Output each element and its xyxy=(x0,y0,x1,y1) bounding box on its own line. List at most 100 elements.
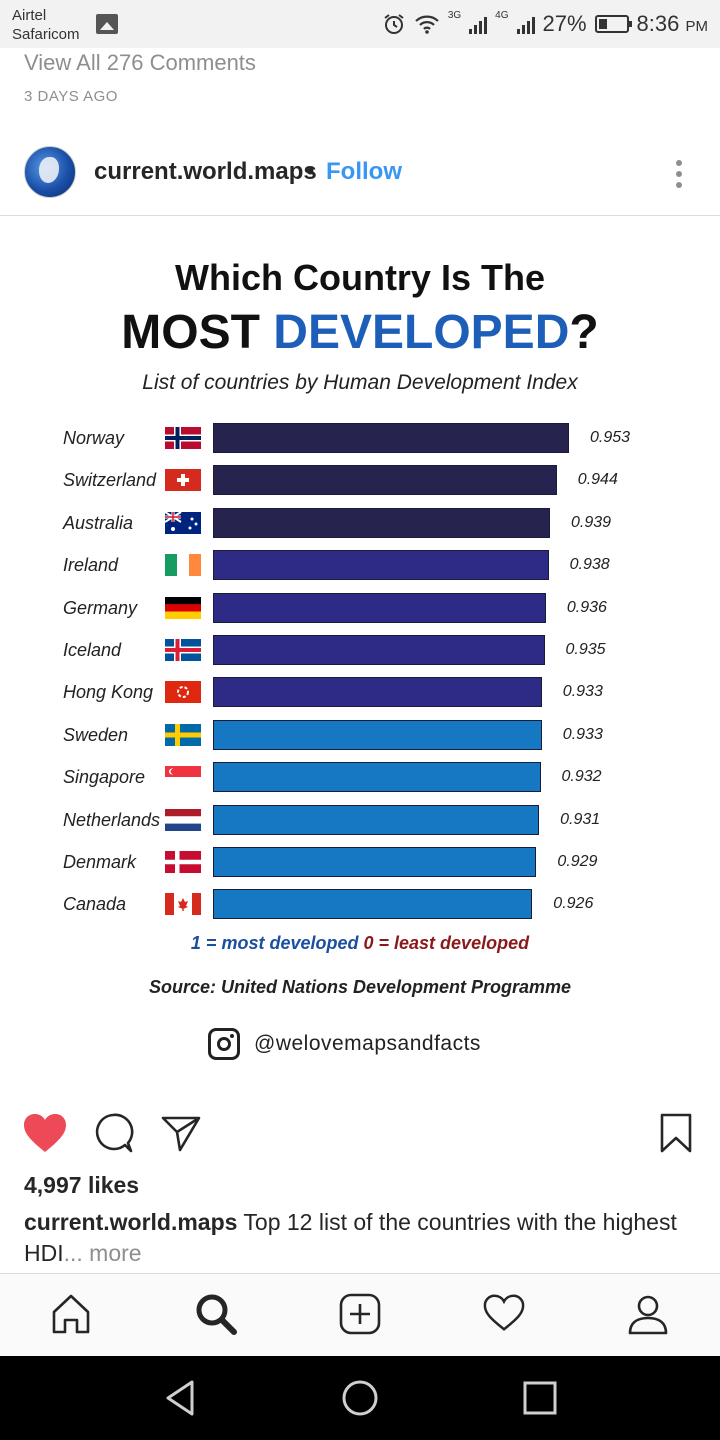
share-icon[interactable] xyxy=(160,1112,202,1154)
post-username[interactable]: current.world.maps xyxy=(94,158,317,185)
country-label: Singapore xyxy=(63,767,146,788)
country-label: Denmark xyxy=(63,852,137,872)
hdi-value-label: 0.929 xyxy=(557,853,598,870)
more-options-icon[interactable] xyxy=(676,160,684,188)
watermark-handle: @welovemapsandfacts xyxy=(254,1032,481,1055)
hdi-bar xyxy=(213,550,549,581)
hdi-bar xyxy=(213,465,557,496)
hdi-value-label: 0.939 xyxy=(571,513,612,531)
post-timestamp: 3 DAYS AGO xyxy=(24,88,118,105)
australia-flag-icon xyxy=(165,511,201,534)
signal-4g-icon xyxy=(516,14,535,34)
hdi-bar xyxy=(213,677,542,708)
country-label: Iceland xyxy=(63,640,122,660)
view-all-comments-link[interactable]: View All 276 Comments xyxy=(24,50,256,75)
chart-source: Source: United Nations Development Progr… xyxy=(148,977,572,997)
network-type-3g: 3G xyxy=(447,10,462,21)
caption-text: Top 12 list of the countries with the hi… xyxy=(24,1209,677,1266)
caption-username[interactable]: current.world.maps xyxy=(24,1209,238,1235)
country-label: Canada xyxy=(63,894,127,915)
gallery-notification-icon xyxy=(96,14,118,34)
profile-icon[interactable] xyxy=(626,1292,670,1336)
hdi-bar xyxy=(213,719,542,750)
hdi-value-label: 0.938 xyxy=(569,556,610,574)
chart-row: Sweden 0.933 xyxy=(0,718,720,752)
watermark: @welovemapsandfacts xyxy=(208,1027,481,1061)
ireland-flag-icon xyxy=(165,554,201,577)
back-icon[interactable] xyxy=(162,1378,198,1418)
wifi-icon xyxy=(415,15,439,34)
carrier-name: Airtel Safaricom xyxy=(12,7,80,43)
add-post-icon[interactable] xyxy=(338,1292,382,1336)
hdi-value-label: 0.935 xyxy=(565,641,606,658)
iceland-flag-icon xyxy=(165,639,201,661)
country-label: Germany xyxy=(63,597,138,618)
hdi-value-label: 0.944 xyxy=(577,471,618,489)
hdi-value-label: 0.933 xyxy=(562,683,603,701)
hdi-bar xyxy=(213,592,546,623)
germany-flag-icon xyxy=(165,596,201,619)
follow-button[interactable]: Follow xyxy=(326,158,402,185)
recents-icon[interactable] xyxy=(522,1378,558,1418)
chart-row: Iceland 0.935 xyxy=(0,633,720,667)
hdi-value-label: 0.926 xyxy=(553,895,594,913)
post-image[interactable]: Which Country Is The MOST DEVELOPED? Lis… xyxy=(0,217,720,1090)
country-label: Netherlands xyxy=(63,809,161,830)
country-label: Ireland xyxy=(63,555,119,576)
caption-more-link[interactable]: ... more xyxy=(63,1240,142,1266)
chart-row: Netherlands 0.931 xyxy=(0,803,720,837)
post-actions xyxy=(0,1108,720,1156)
country-label: Norway xyxy=(63,428,125,448)
hong-kong-flag-icon xyxy=(165,681,201,704)
chart-row: Norway 0.953 xyxy=(0,421,720,455)
chart-legend: 1 = most developed 0 = least developed xyxy=(190,933,530,953)
hdi-bar xyxy=(213,762,541,793)
canada-flag-icon xyxy=(165,893,201,916)
activity-heart-icon[interactable] xyxy=(482,1292,526,1334)
chart-row: Switzerland 0.944 xyxy=(0,463,720,497)
chart-title-line1: Which Country Is The xyxy=(174,257,545,298)
hdi-bar xyxy=(213,889,533,920)
instagram-icon xyxy=(208,1028,240,1060)
home-circle-icon[interactable] xyxy=(340,1378,380,1418)
hdi-value-label: 0.931 xyxy=(560,810,601,828)
clock: 8:36 PM xyxy=(636,11,708,36)
alarm-icon xyxy=(384,14,404,34)
hdi-value-label: 0.936 xyxy=(566,598,607,616)
country-label: Switzerland xyxy=(63,470,157,491)
netherlands-flag-icon xyxy=(165,808,201,831)
comment-icon[interactable] xyxy=(92,1112,134,1154)
hdi-bar xyxy=(213,507,550,538)
avatar[interactable] xyxy=(24,146,76,198)
system-navigation-bar xyxy=(0,1356,720,1440)
signal-3g-icon xyxy=(469,14,488,34)
hdi-bar xyxy=(213,847,537,877)
chart-row: Singapore 0.932 xyxy=(0,760,720,794)
home-icon[interactable] xyxy=(50,1292,92,1336)
hdi-bar xyxy=(213,423,569,453)
search-icon[interactable] xyxy=(194,1292,238,1336)
chart-row: Hong Kong 0.933 xyxy=(0,675,720,709)
country-label: Hong Kong xyxy=(63,682,154,703)
status-bar: Airtel Safaricom 3G 4G 27% 8:36 PM xyxy=(0,0,720,48)
network-type-4g: 4G xyxy=(495,10,509,21)
bookmark-icon[interactable] xyxy=(658,1112,694,1154)
heart-filled-icon[interactable] xyxy=(22,1112,68,1154)
switzerland-flag-icon xyxy=(165,469,201,492)
chart-row: Australia 0.939 xyxy=(0,506,720,540)
chart-row: Ireland 0.938 xyxy=(0,548,720,582)
chart-title-line2: MOST DEVELOPED? xyxy=(121,306,599,359)
separator-dot: • xyxy=(306,158,315,185)
like-count[interactable]: 4,997 likes xyxy=(24,1172,140,1198)
chart-subtitle: List of countries by Human Development I… xyxy=(142,371,578,394)
singapore-flag-icon xyxy=(165,766,201,789)
post-caption: current.world.maps Top 12 list of the co… xyxy=(24,1207,696,1269)
country-label: Sweden xyxy=(63,724,129,745)
denmark-flag-icon xyxy=(165,851,201,873)
chart-row: Denmark 0.929 xyxy=(0,845,720,879)
hdi-value-label: 0.933 xyxy=(562,725,603,743)
post-header: current.world.maps • Follow xyxy=(0,138,720,216)
sweden-flag-icon xyxy=(165,723,201,746)
hdi-bar xyxy=(213,804,540,835)
bottom-navigation xyxy=(0,1273,720,1356)
